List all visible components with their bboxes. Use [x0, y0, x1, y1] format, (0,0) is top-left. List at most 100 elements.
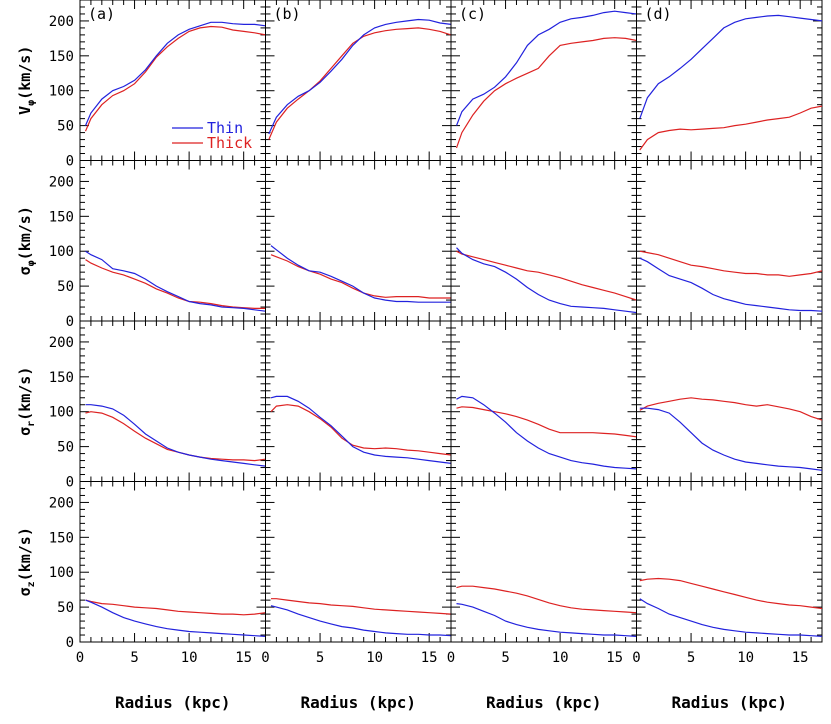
- y-tick-label: 200: [49, 14, 74, 30]
- x-tick-label: 0: [632, 650, 640, 666]
- panel-2-1: [265, 320, 452, 482]
- series-line-thin: [456, 395, 637, 470]
- series-line-thick: [455, 37, 637, 149]
- y-tick-label: 200: [49, 174, 74, 190]
- series-line-thin: [456, 603, 637, 637]
- series-line-thick: [456, 406, 637, 438]
- x-tick-label: 0: [261, 650, 269, 666]
- y-axis-label-symbol: σ: [16, 427, 34, 436]
- y-axis-label: σr(km/s): [16, 367, 37, 436]
- series-line-thin: [639, 257, 823, 312]
- panel-frame: [450, 0, 637, 161]
- y-axis-label-subscript: z: [26, 581, 37, 587]
- panel-2-2: [450, 320, 637, 482]
- y-axis-label-symbol: V: [16, 106, 34, 115]
- y-axis-label: σφ(km/s): [16, 206, 37, 275]
- x-tick-label: 15: [792, 650, 809, 666]
- series-line-thin: [270, 245, 451, 303]
- series-line-thin: [85, 250, 266, 312]
- series-line-thin: [456, 247, 637, 314]
- panel-tag: (b): [274, 5, 301, 23]
- y-axis-label: Vφ(km/s): [16, 46, 37, 115]
- series-line-thick: [85, 411, 266, 462]
- y-axis-label-subscript: φ: [26, 100, 37, 106]
- y-axis-label-symbol: σ: [16, 587, 34, 596]
- x-tick-label: 10: [366, 650, 383, 666]
- x-axis-label: Radius (kpc): [671, 693, 787, 712]
- panel-frame: [265, 481, 452, 643]
- y-axis-label-subscript: r: [26, 421, 37, 427]
- series-line-thick: [271, 598, 452, 615]
- panel-frame: [265, 320, 452, 482]
- panel-0-1: (b): [265, 0, 452, 161]
- panel-frame: [79, 160, 266, 322]
- series-line-thick: [268, 27, 452, 140]
- series-line-thick: [456, 585, 637, 614]
- panel-frame: [450, 481, 637, 643]
- panel-frame: [79, 481, 266, 643]
- series-line-thin: [455, 10, 637, 126]
- series-line-thin: [85, 599, 266, 637]
- y-axis-label-symbol: σ: [16, 266, 34, 275]
- x-tick-label: 15: [421, 650, 438, 666]
- series-line-thick: [84, 25, 266, 132]
- panel-3-1: 0 5 10 15: [261, 481, 452, 666]
- panel-1-0: 0 50 100 150 200: [49, 160, 266, 330]
- y-tick-label: 200: [49, 335, 74, 351]
- series-line-thick: [639, 577, 823, 610]
- panel-2-3: [636, 320, 823, 482]
- panel-3-3: 0 5 10 15: [632, 481, 823, 666]
- panel-3-0: 0 50 100 150 200 0 5 10 15: [49, 481, 266, 666]
- y-tick-label: 150: [49, 49, 74, 65]
- y-tick-label: 150: [49, 209, 74, 225]
- x-tick-label: 10: [552, 650, 569, 666]
- y-tick-label: 150: [49, 530, 74, 546]
- x-axis-label: Radius (kpc): [115, 693, 231, 712]
- x-axis-label: Radius (kpc): [486, 693, 602, 712]
- y-tick-label: 0: [66, 154, 74, 170]
- panel-tag: (a): [88, 5, 115, 23]
- panel-0-0: (a) 0 50 100 150 200: [49, 0, 266, 170]
- panel-2-0: 0 50 100 150 200: [49, 320, 266, 491]
- x-tick-label: 5: [130, 650, 138, 666]
- series-line-thick: [639, 397, 823, 421]
- x-tick-label: 10: [181, 650, 198, 666]
- x-tick-label: 10: [737, 650, 754, 666]
- y-tick-label: 100: [49, 565, 74, 581]
- series-line-thick: [270, 254, 451, 299]
- panel-frame: [265, 0, 452, 161]
- y-tick-label: 100: [49, 405, 74, 421]
- legend-label: Thin: [207, 119, 243, 137]
- series-line-thin: [268, 18, 452, 135]
- series-line-thin: [639, 407, 823, 471]
- y-tick-label: 100: [49, 84, 74, 100]
- y-axis-label-unit: (km/s): [16, 527, 34, 581]
- y-axis-label-unit: (km/s): [16, 46, 34, 100]
- y-tick-label: 50: [57, 119, 74, 135]
- series-line-thick: [639, 105, 823, 151]
- series-line-thin: [639, 14, 823, 119]
- x-axis-label: Radius (kpc): [300, 693, 416, 712]
- y-tick-label: 50: [57, 600, 74, 616]
- series-line-thin: [639, 598, 823, 637]
- y-tick-label: 50: [57, 440, 74, 456]
- series-line-thick: [85, 259, 266, 309]
- series-line-thick: [456, 250, 637, 301]
- y-tick-label: 200: [49, 495, 74, 511]
- x-tick-label: 15: [235, 650, 252, 666]
- y-tick-label: 0: [66, 475, 74, 491]
- panel-3-2: 0 5 10 15: [447, 481, 637, 666]
- panel-0-3: (d): [636, 0, 823, 161]
- y-tick-label: 150: [49, 370, 74, 386]
- y-axis-label-unit: (km/s): [16, 367, 34, 421]
- panel-frame: [636, 481, 823, 643]
- panel-frame: [79, 320, 266, 482]
- y-tick-label: 0: [66, 314, 74, 330]
- y-axis-label-unit: (km/s): [16, 206, 34, 260]
- series-line-thick: [639, 250, 823, 277]
- y-axis-label: σz(km/s): [16, 527, 37, 596]
- x-tick-label: 5: [316, 650, 324, 666]
